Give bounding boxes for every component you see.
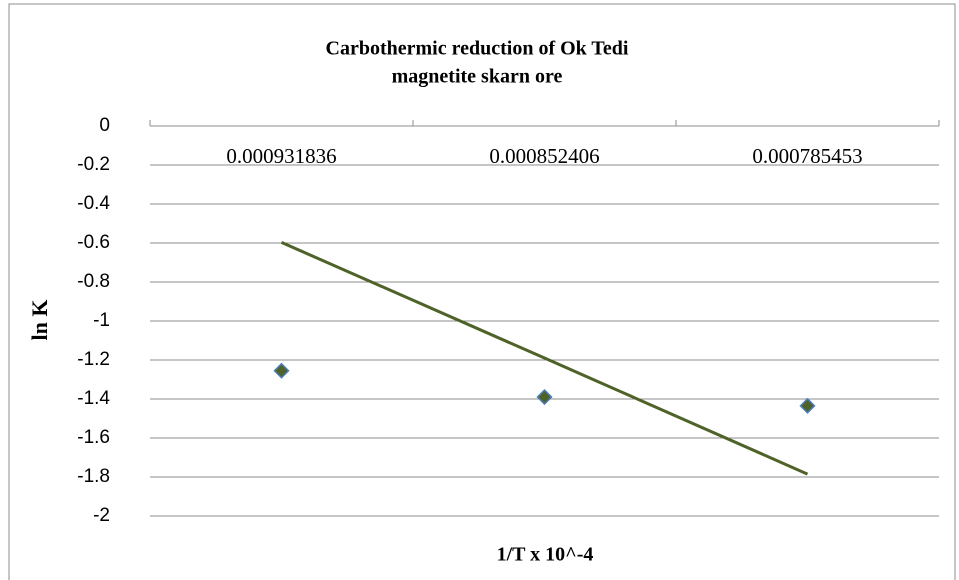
y-tick-label: -1	[93, 310, 110, 331]
chart-title: Carbothermic reduction of Ok Tedi	[326, 38, 629, 60]
y-tick-label: -1.4	[77, 388, 110, 409]
y-tick-label: -1.6	[77, 427, 110, 448]
marker	[799, 397, 816, 414]
y-tick-label: -1.8	[77, 466, 110, 487]
chart-border	[8, 3, 956, 580]
chart-title: magnetite skarn ore	[392, 66, 563, 88]
y-tick-label: -0.6	[77, 232, 110, 253]
marker	[273, 362, 290, 379]
x-tick-label: 0.000931836	[226, 144, 336, 168]
y-tick-label: -0.2	[77, 154, 110, 175]
y-tick-label: -0.8	[77, 271, 110, 292]
marker	[536, 388, 553, 406]
x-tick-label: 0.000852406	[489, 144, 599, 168]
y-tick-label: -2	[93, 505, 110, 526]
y-tick-label: 0	[99, 115, 110, 136]
y-tick-label: -1.2	[77, 349, 110, 370]
x-axis-title: 1/T x 10^-4	[497, 544, 594, 566]
x-tick-label: 0.000785453	[752, 144, 862, 168]
y-axis-title: ln K	[27, 300, 52, 341]
trendline	[280, 241, 809, 476]
y-tick-label: -0.4	[77, 193, 110, 214]
